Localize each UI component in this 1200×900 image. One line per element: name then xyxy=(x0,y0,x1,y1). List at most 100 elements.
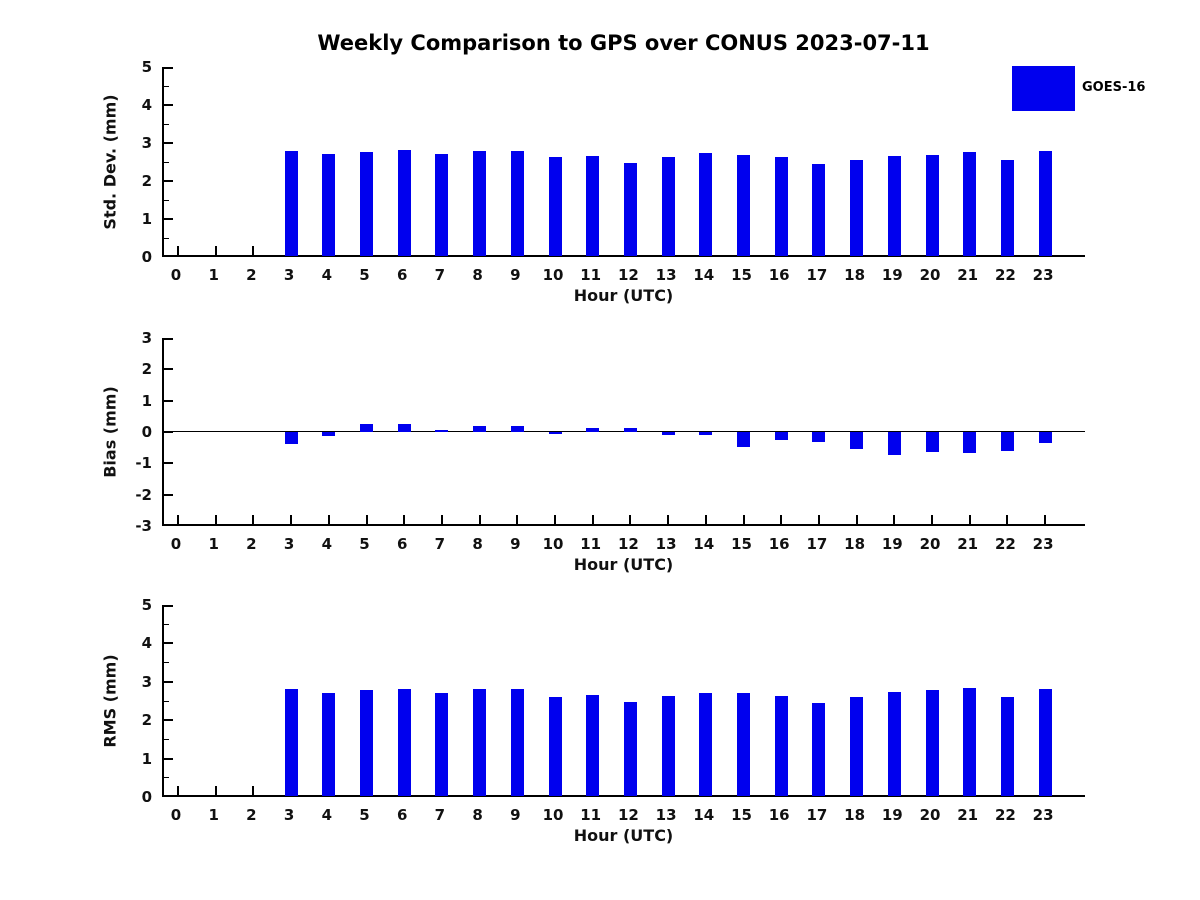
x-tick-label: 2 xyxy=(246,535,257,553)
bar-hour-20 xyxy=(925,432,939,453)
x-tick xyxy=(214,786,217,795)
x-tick-label: 20 xyxy=(919,806,941,824)
x-tick-label: 5 xyxy=(359,535,370,553)
x-tick-label: 23 xyxy=(1032,535,1054,553)
bar-hour-3 xyxy=(284,689,298,796)
y-tick xyxy=(164,104,173,106)
bar-hour-21 xyxy=(963,432,977,454)
x-axis-label: Hour (UTC) xyxy=(573,826,674,845)
y-tick xyxy=(164,218,173,220)
x-tick xyxy=(290,515,293,524)
x-tick xyxy=(1006,515,1009,524)
x-tick-label: 13 xyxy=(655,266,677,284)
y-tick-label: 0 xyxy=(141,248,152,266)
y-minor-tick xyxy=(164,738,169,740)
x-tick xyxy=(252,786,255,795)
x-tick xyxy=(478,515,481,524)
y-tick xyxy=(164,142,173,144)
x-tick-label: 14 xyxy=(693,535,715,553)
bar-hour-19 xyxy=(887,691,901,796)
bar-hour-18 xyxy=(850,160,864,256)
x-tick-label: 22 xyxy=(994,266,1016,284)
x-tick xyxy=(554,515,556,524)
bar-hour-10 xyxy=(548,432,562,434)
y-tick xyxy=(164,399,173,402)
x-tick-label: 1 xyxy=(208,535,219,553)
bar-hour-22 xyxy=(1000,697,1014,796)
x-tick-label: 8 xyxy=(472,535,483,553)
x-tick-label: 2 xyxy=(246,266,257,284)
x-tick-label: 13 xyxy=(655,535,677,553)
y-tick xyxy=(164,180,173,182)
x-tick-label: 1 xyxy=(208,266,219,284)
x-tick xyxy=(177,786,179,795)
x-tick-label: 18 xyxy=(844,266,866,284)
bar-hour-21 xyxy=(963,151,977,256)
bar-hour-10 xyxy=(548,157,562,256)
y-tick-label: -1 xyxy=(135,454,152,473)
bar-hour-10 xyxy=(548,697,562,796)
y-tick-label: 5 xyxy=(141,58,152,76)
bar-hour-9 xyxy=(510,689,524,796)
x-tick-label: 12 xyxy=(617,806,639,824)
bar-hour-19 xyxy=(887,155,901,256)
bar-hour-3 xyxy=(284,432,298,444)
bar-hour-14 xyxy=(699,152,713,256)
bar-hour-5 xyxy=(360,151,373,256)
x-tick xyxy=(403,515,406,524)
x-tick-label: 23 xyxy=(1032,266,1054,284)
x-tick xyxy=(516,515,519,524)
x-tick xyxy=(817,515,820,524)
bar-hour-6 xyxy=(397,149,411,256)
x-tick xyxy=(931,515,933,524)
x-tick-label: 11 xyxy=(580,535,602,553)
y-tick xyxy=(164,255,173,257)
bar-hour-18 xyxy=(850,696,864,796)
bar-hour-14 xyxy=(699,692,713,796)
x-tick-label: 21 xyxy=(957,806,979,824)
x-tick xyxy=(855,515,858,524)
y-axis-label: Bias (mm) xyxy=(100,386,120,478)
x-tick-label: 2 xyxy=(246,806,257,824)
x-tick-label: 15 xyxy=(731,535,752,553)
x-tick-label: 0 xyxy=(170,535,182,553)
y-minor-tick xyxy=(164,199,169,201)
y-axis-label: Std. Dev. (mm) xyxy=(100,94,120,230)
y-minor-tick xyxy=(164,662,169,664)
x-tick xyxy=(252,515,255,524)
y-minor-tick xyxy=(164,123,169,125)
x-tick-label: 12 xyxy=(617,535,639,553)
bar-hour-12 xyxy=(623,702,637,796)
y-tick xyxy=(164,368,173,371)
bar-hour-22 xyxy=(1000,432,1014,451)
x-tick-label: 3 xyxy=(283,806,295,824)
y-axis-label: RMS (mm) xyxy=(100,654,120,748)
y-minor-tick xyxy=(164,237,169,239)
bar-hour-16 xyxy=(774,157,788,256)
bar-hour-17 xyxy=(812,432,826,443)
x-tick-label: 15 xyxy=(731,806,752,824)
bar-hour-15 xyxy=(737,692,750,796)
y-tick-label: -3 xyxy=(135,517,152,535)
y-minor-tick xyxy=(164,85,169,87)
x-tick-label: 8 xyxy=(472,266,483,284)
x-tick-label: 6 xyxy=(396,806,408,824)
y-tick-label: 5 xyxy=(141,596,152,614)
x-tick xyxy=(780,515,783,524)
x-tick-label: 16 xyxy=(768,535,790,553)
plot-area-1 xyxy=(162,67,1085,257)
bar-hour-3 xyxy=(284,150,298,256)
bar-hour-17 xyxy=(812,163,826,256)
y-tick xyxy=(164,67,173,69)
legend-swatch-goes16 xyxy=(1012,66,1075,111)
x-tick xyxy=(252,246,255,255)
y-tick-label: 1 xyxy=(141,210,152,228)
x-tick xyxy=(327,515,330,524)
x-tick-label: 7 xyxy=(434,266,446,284)
y-tick-label: -2 xyxy=(135,485,152,504)
x-tick-label: 16 xyxy=(768,266,790,284)
x-tick-label: 5 xyxy=(359,806,370,824)
y-tick xyxy=(164,795,173,797)
x-tick-label: 21 xyxy=(957,266,979,284)
bar-hour-19 xyxy=(887,432,901,456)
